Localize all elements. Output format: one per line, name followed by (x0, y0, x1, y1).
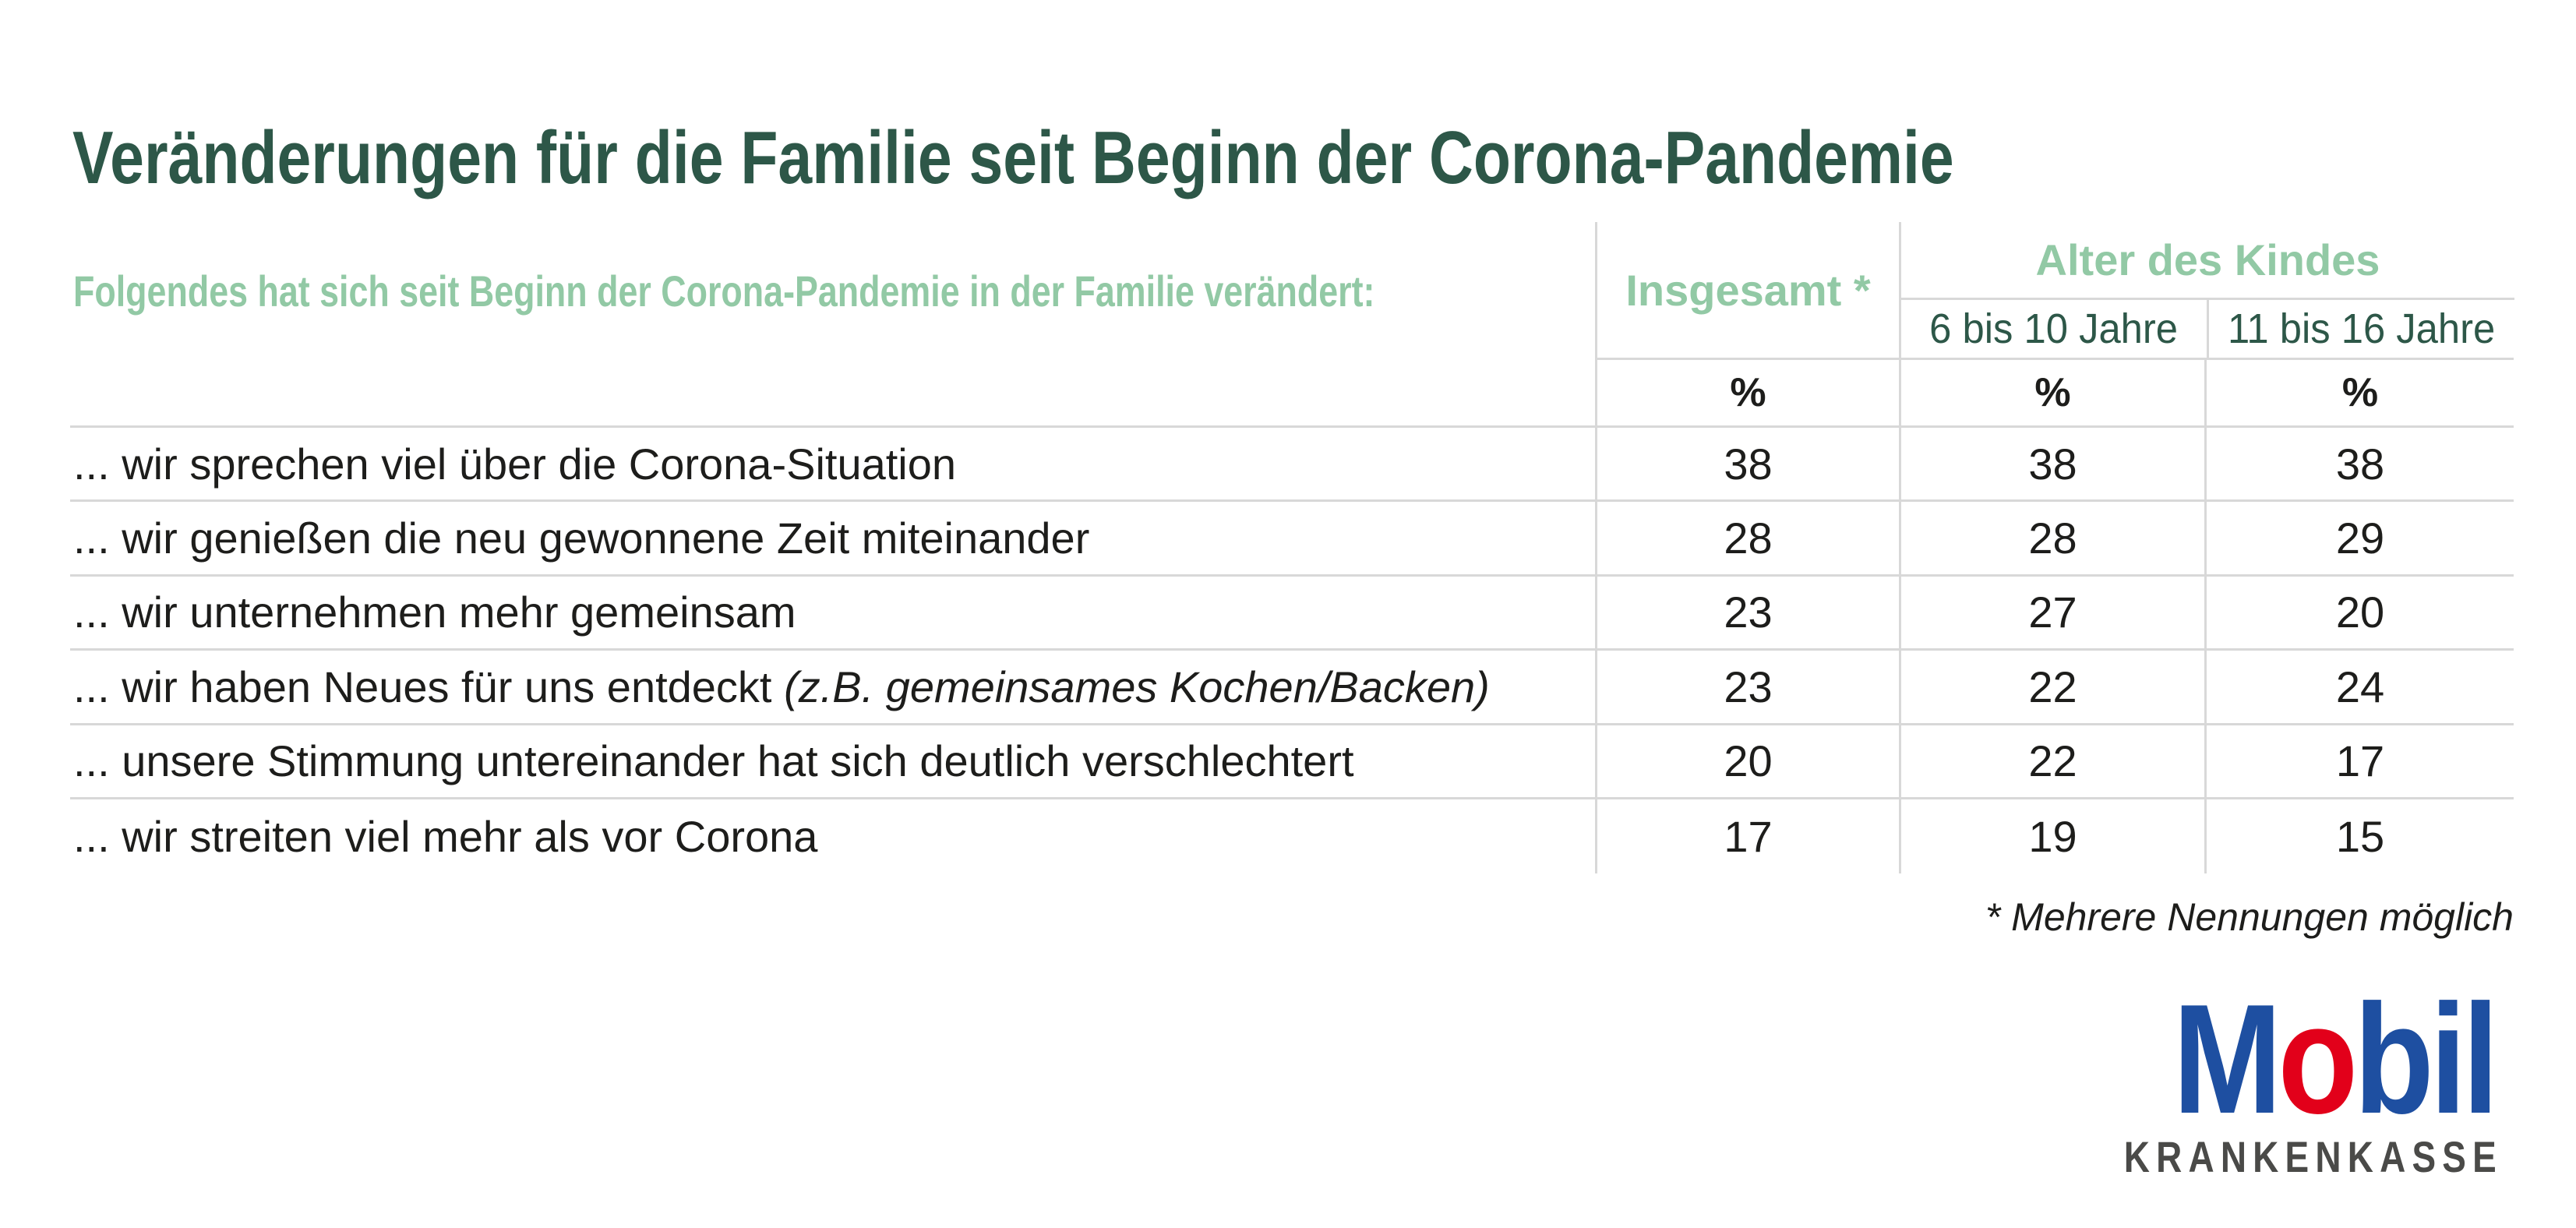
value-total: 23 (1595, 576, 1899, 651)
value-age-11-16: 17 (2204, 725, 2514, 799)
table-row-label: ... wir streiten viel mehr als vor Coron… (73, 812, 818, 862)
value-age-11-16: 24 (2204, 651, 2514, 725)
value-age-6-10: 28 (1899, 502, 2204, 577)
question-header-cell: Folgendes hat sich seit Beginn der Coron… (70, 222, 1595, 360)
logo-red-o: o (2278, 972, 2359, 1146)
value-total: 28 (1595, 502, 1899, 577)
unit-row-label-cell (70, 360, 1595, 428)
logo-subtitle: KRANKENKASSE (2123, 1132, 2503, 1181)
table-row-label: ... wir unternehmen mehr gemeinsam (70, 577, 1595, 651)
mobil-krankenkasse-logo: Mobil KRANKENKASSE (2041, 972, 2499, 1179)
value-age-11-16: 29 (2204, 502, 2514, 577)
unit-cell-total: % (1595, 360, 1899, 428)
table-row-label: ... wir genießen die neu gewonnene Zeit … (70, 502, 1595, 577)
table-row-label: ... wir haben Neues für uns entdeckt (z.… (70, 651, 1595, 725)
page-title: Veränderungen für die Familie seit Begin… (72, 116, 1954, 199)
logo-wordmark: Mobil (2172, 972, 2499, 1146)
value-age-11-16: 38 (2204, 428, 2514, 503)
data-table: Folgendes hat sich seit Beginn der Coron… (70, 222, 2514, 874)
value-age-11-16: 20 (2204, 576, 2514, 651)
table-row-label: ... wir sprechen viel über die Corona-Si… (70, 428, 1595, 503)
footnote: * Mehrere Nennungen möglich (1985, 895, 2514, 939)
value-age-6-10: 19 (1899, 799, 2204, 874)
value-total: 17 (1595, 799, 1899, 874)
group-header-alter-des-kindes: Alter des Kindes (1901, 222, 2514, 300)
table-row-label: ... unsere Stimmung untereinander hat si… (70, 725, 1595, 799)
value-age-6-10: 27 (1899, 576, 2204, 651)
value-age-6-10: 22 (1899, 651, 2204, 725)
value-total: 20 (1595, 725, 1899, 799)
column-group-age: Alter des Kindes 6 bis 10 Jahre 11 bis 1… (1899, 222, 2514, 360)
unit-cell-age-11-16: % (2204, 360, 2514, 428)
column-header-age-11-16: 11 bis 16 Jahre (2207, 300, 2514, 358)
value-age-6-10: 38 (1899, 428, 2204, 503)
question-header: Folgendes hat sich seit Beginn der Coron… (73, 266, 1375, 316)
column-header-age-6-10: 6 bis 10 Jahre (1929, 305, 2179, 352)
value-age-11-16: 15 (2204, 799, 2514, 874)
column-header-total: Insgesamt * (1595, 222, 1899, 360)
value-total: 23 (1595, 651, 1899, 725)
value-total: 38 (1595, 428, 1899, 503)
value-age-6-10: 22 (1899, 725, 2204, 799)
unit-cell-age-6-10: % (1899, 360, 2204, 428)
